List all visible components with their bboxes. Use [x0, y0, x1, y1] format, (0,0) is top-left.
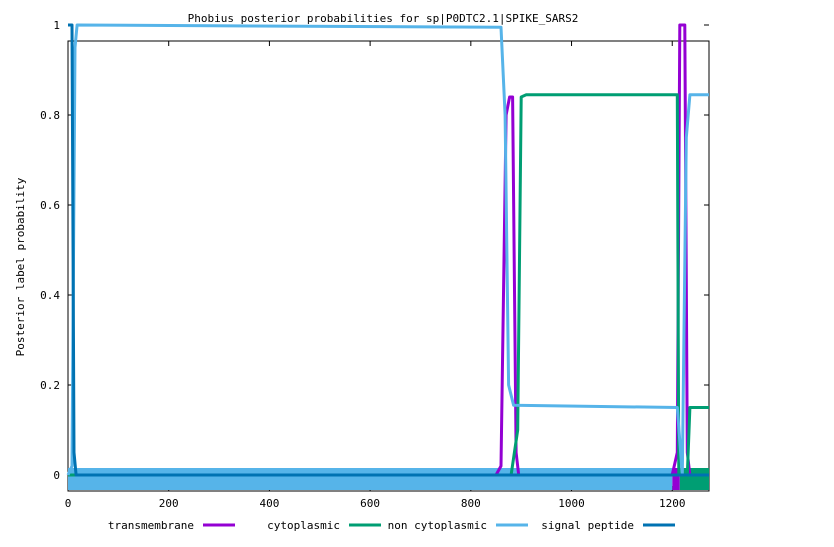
y-tick-label-0: 0: [53, 469, 60, 482]
x-tick-label-0: 0: [65, 497, 72, 510]
y-tick-label-4: 0.8: [40, 109, 60, 122]
legend-label-0: transmembrane: [108, 519, 194, 532]
x-tick-label-3: 600: [360, 497, 380, 510]
legend-label-1: cytoplasmic: [267, 519, 340, 532]
y-tick-label-5: 1: [53, 19, 60, 32]
x-tick-label-1: 200: [159, 497, 179, 510]
y-tick-label-1: 0.2: [40, 379, 60, 392]
series-line-1: [68, 93, 709, 477]
x-tick-label-4: 800: [461, 497, 481, 510]
x-tick-label-5: 1000: [558, 497, 585, 510]
topology-band-0: [672, 468, 680, 490]
series-line-2: [66, 23, 709, 477]
legend-label-3: signal peptide: [541, 519, 634, 532]
x-tick-label-2: 400: [259, 497, 279, 510]
topology-band-2: [68, 468, 673, 490]
series-line-3: [68, 23, 709, 477]
x-tick-label-6: 1200: [659, 497, 686, 510]
plot-frame: [67, 40, 710, 492]
topology-band-1: [679, 468, 709, 490]
chart-marks: 0 200 400 600 800 1000 1200 0 0.2 0.4 0.6 0.8 1 trans…: [40, 19, 709, 532]
legend-label-2: non cytoplasmic: [388, 519, 487, 532]
y-tick-label-2: 0.4: [40, 289, 60, 302]
y-tick-label-3: 0.6: [40, 199, 60, 212]
y-axis-label: Posterior label probability: [14, 177, 27, 356]
chart-title: Phobius posterior probabilities for sp|P…: [188, 12, 579, 25]
